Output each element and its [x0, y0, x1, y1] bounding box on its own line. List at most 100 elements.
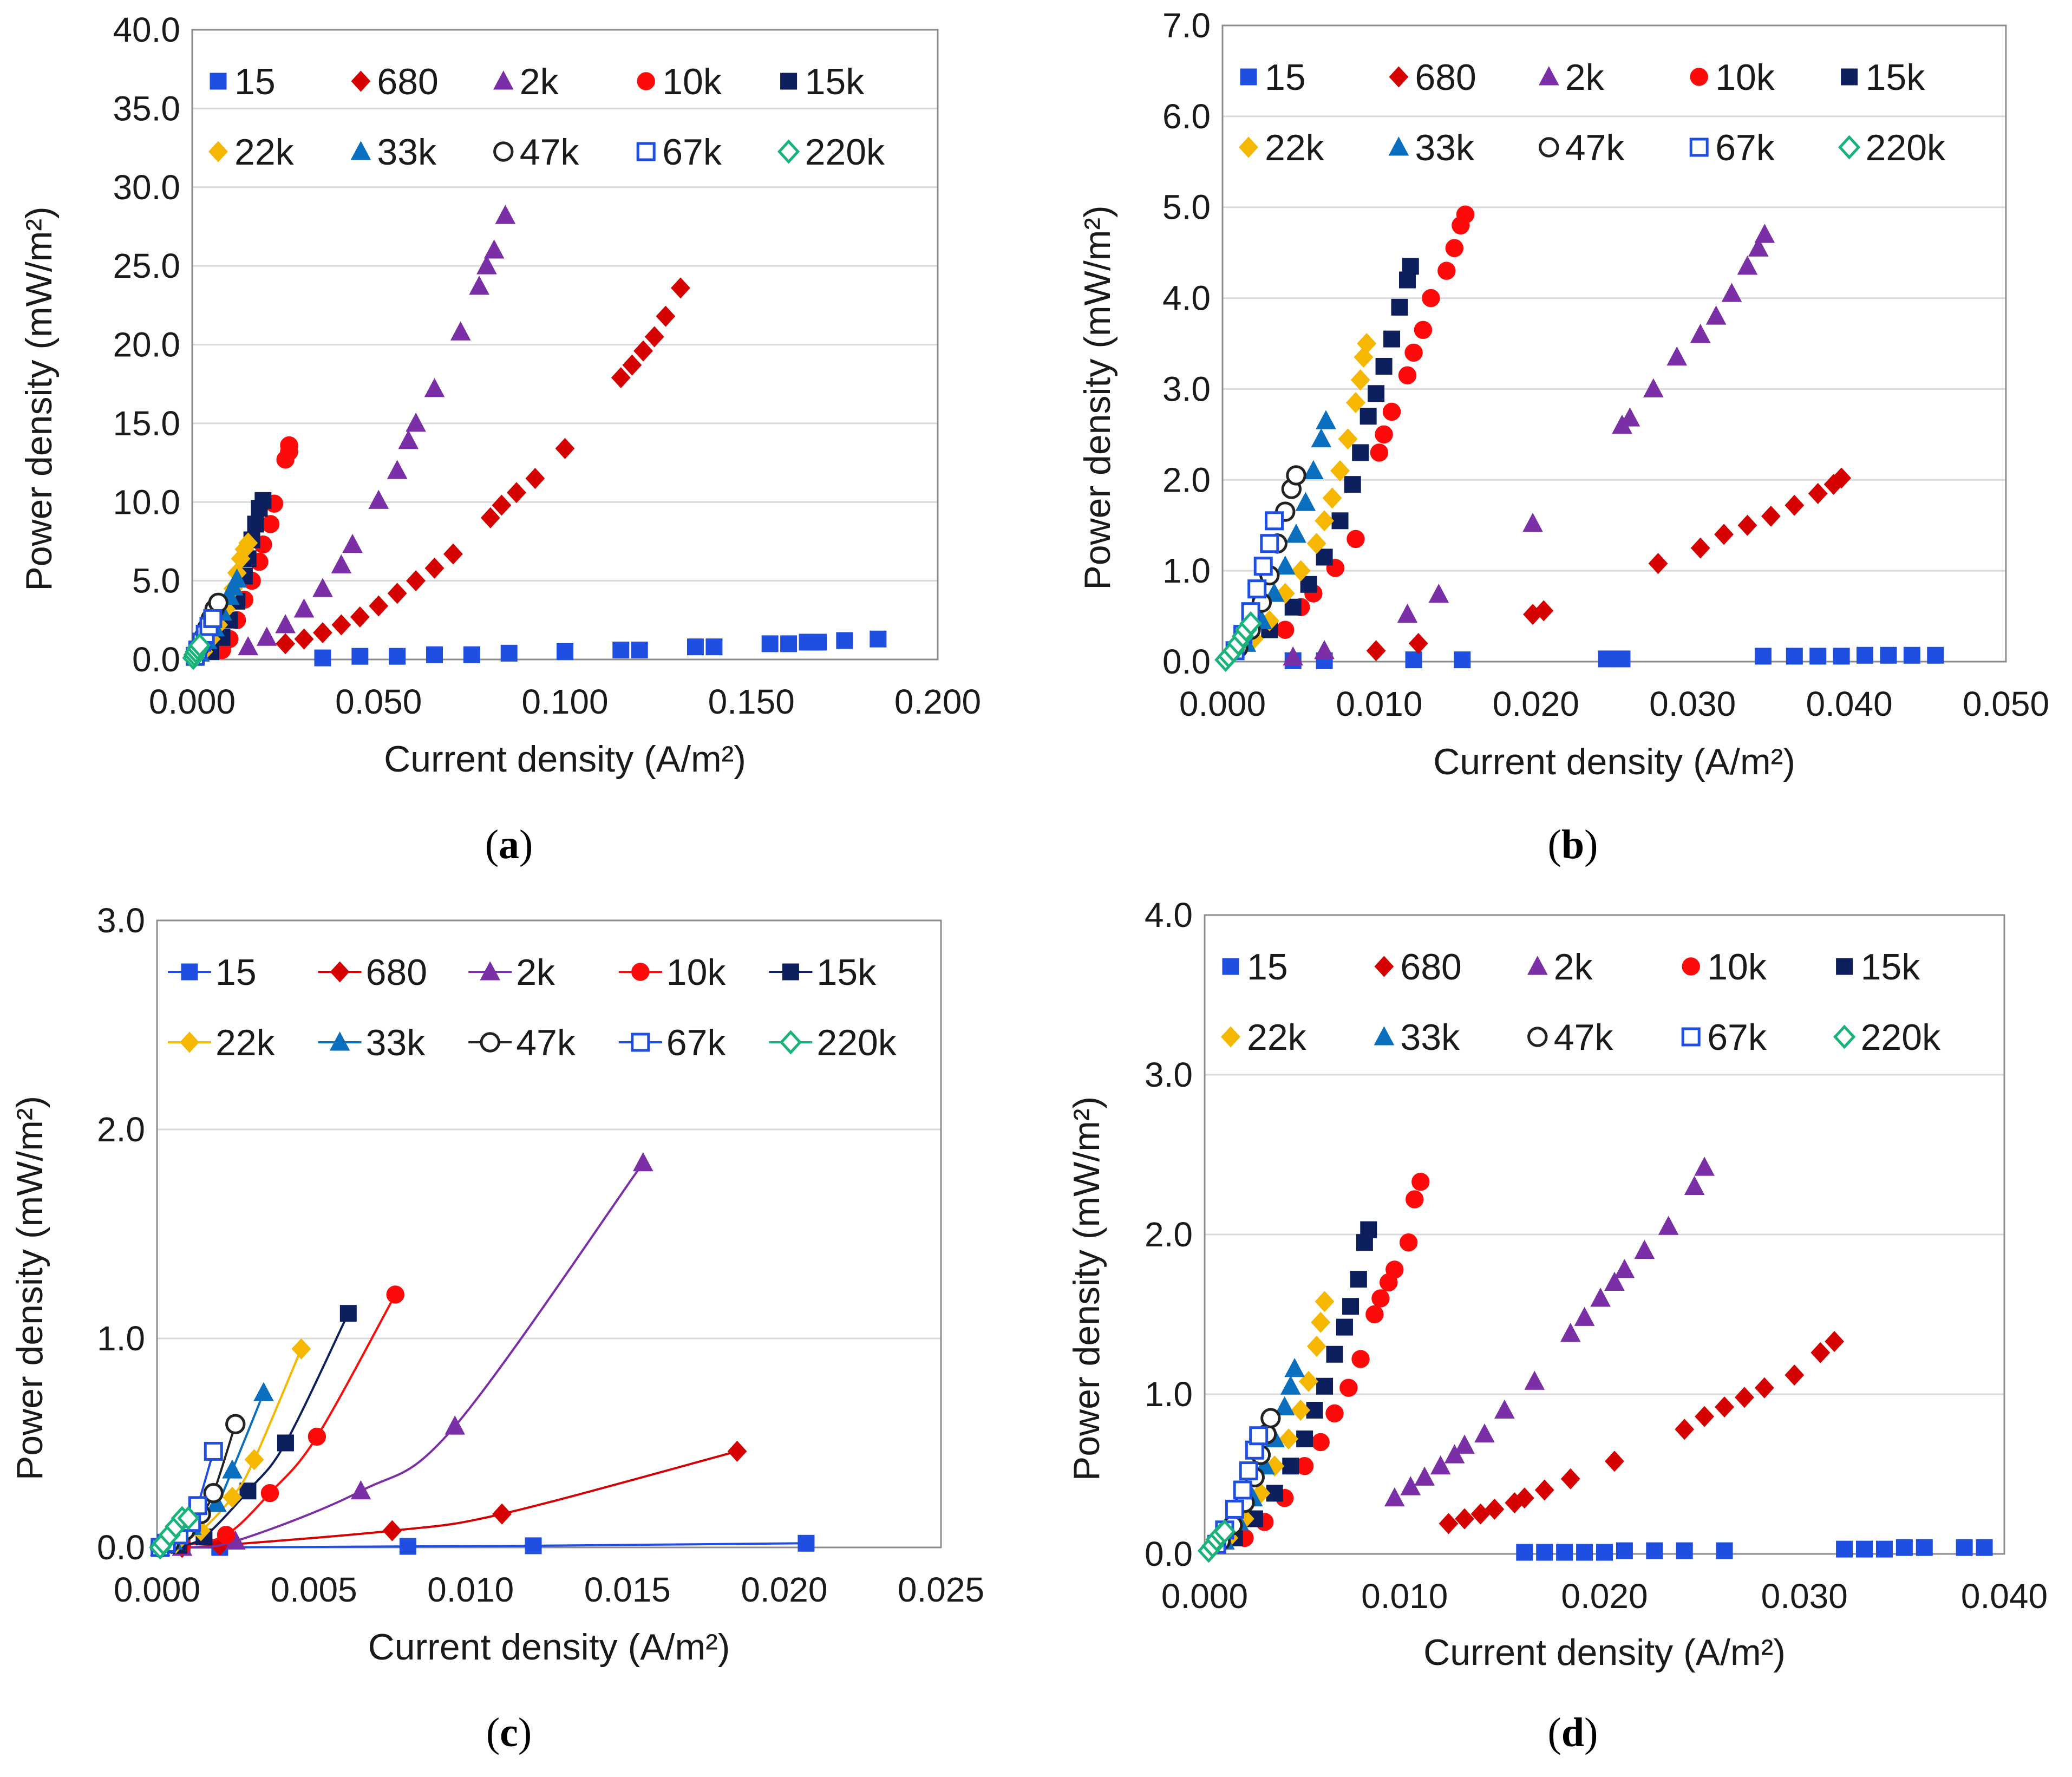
- legend-label: 67k: [666, 1022, 727, 1063]
- data-point: [1306, 533, 1326, 554]
- data-point: [780, 635, 798, 652]
- data-point: [291, 1338, 311, 1360]
- legend-label: 680: [1415, 57, 1476, 98]
- x-tick-label: 0.020: [1493, 684, 1579, 723]
- data-point: [1316, 410, 1336, 429]
- data-point: [1382, 402, 1401, 421]
- data-point: [1737, 256, 1758, 275]
- legend-marker: [480, 1032, 500, 1053]
- data-point: [1754, 1377, 1774, 1399]
- data-point: [331, 554, 352, 574]
- data-point: [1809, 648, 1827, 665]
- y-tick-label: 7.0: [1162, 6, 1211, 45]
- legend: 15 680 2k 10k 15k 22k 33k 47k 67k 220k: [1221, 946, 1941, 1058]
- data-point: [656, 305, 676, 327]
- data-point: [406, 413, 426, 432]
- legend-marker: [1239, 136, 1258, 158]
- series-line: [160, 1162, 644, 1549]
- data-point: [469, 276, 489, 295]
- legend-item-67k: 67k: [1689, 127, 1775, 168]
- legend-marker: [777, 139, 800, 164]
- data-point: [1494, 1399, 1515, 1419]
- data-point: [1684, 1175, 1705, 1195]
- y-tick-label: 3.0: [1162, 369, 1211, 408]
- data-point: [1613, 650, 1631, 668]
- data-point: [1560, 1468, 1580, 1489]
- data-point: [188, 1496, 207, 1515]
- data-point: [1282, 1458, 1299, 1475]
- legend-marker: [1374, 1026, 1395, 1046]
- legend-item-680: 680: [351, 61, 439, 102]
- y-tick-label: 10.0: [113, 482, 180, 521]
- data-point: [399, 1538, 416, 1555]
- data-point: [1375, 425, 1393, 444]
- y-tick-label: 2.0: [1162, 460, 1211, 499]
- data-point: [1408, 632, 1428, 654]
- legend-item-15k: 15k: [769, 952, 877, 993]
- caption-close-paren: ): [1584, 1710, 1598, 1755]
- data-point: [226, 568, 247, 588]
- data-point: [1576, 1544, 1593, 1561]
- data-point: [1422, 289, 1440, 308]
- series-15: [1284, 646, 1944, 669]
- y-tick-label: 1.0: [1162, 551, 1211, 590]
- data-point: [1604, 1271, 1625, 1291]
- legend-marker: [351, 70, 371, 92]
- legend-label: 47k: [520, 132, 580, 173]
- data-point: [1721, 283, 1742, 302]
- data-point: [1404, 343, 1423, 362]
- legend-label: 220k: [816, 1022, 897, 1063]
- data-point: [222, 1459, 243, 1479]
- data-point: [1428, 583, 1449, 603]
- data-point: [1247, 579, 1267, 599]
- y-tick-label: 1.0: [97, 1319, 145, 1358]
- data-point: [253, 1382, 274, 1401]
- x-axis-label: Current density (A/m²): [368, 1626, 730, 1668]
- y-tick-label: 0.0: [1145, 1534, 1193, 1573]
- legend-marker: [1527, 1027, 1548, 1047]
- data-point: [445, 1415, 466, 1435]
- data-point: [1368, 385, 1385, 402]
- series-10k: [1236, 1172, 1430, 1547]
- legend-marker: [1389, 66, 1409, 88]
- legend-item-680: 680: [1389, 57, 1476, 98]
- data-point: [1330, 460, 1350, 481]
- data-point: [495, 205, 516, 224]
- data-point: [1366, 640, 1386, 662]
- legend-label: 220k: [805, 132, 885, 173]
- data-point: [204, 1441, 223, 1461]
- data-point: [1260, 1408, 1281, 1428]
- data-point: [1414, 1466, 1435, 1486]
- x-tick-label: 0.030: [1649, 684, 1736, 723]
- data-point: [1616, 1542, 1633, 1559]
- legend-item-22k: 22k: [1221, 1017, 1307, 1058]
- data-point: [1351, 1350, 1370, 1368]
- legend-item-15: 15: [1222, 946, 1288, 988]
- data-point: [331, 614, 351, 636]
- legend-marker: [180, 1031, 199, 1053]
- data-point: [1274, 555, 1296, 575]
- data-point: [1326, 1345, 1343, 1363]
- data-point: [1284, 598, 1302, 616]
- data-point: [1956, 1539, 1973, 1556]
- data-point: [1325, 1404, 1344, 1423]
- data-point: [387, 583, 407, 604]
- data-point: [1274, 1396, 1295, 1416]
- data-point: [1347, 530, 1365, 548]
- data-point: [1275, 583, 1295, 604]
- legend-label: 10k: [662, 61, 722, 102]
- legend-marker: [493, 70, 514, 90]
- legend-marker: [1538, 66, 1559, 86]
- legend-marker: [1841, 68, 1858, 86]
- legend-label: 2k: [516, 952, 555, 993]
- legend-marker: [631, 1033, 650, 1052]
- data-point: [1619, 407, 1640, 427]
- legend-marker: [1388, 136, 1409, 156]
- data-point: [239, 1482, 257, 1500]
- legend-marker: [1689, 138, 1709, 157]
- data-point: [622, 354, 642, 376]
- data-point: [1360, 1221, 1377, 1238]
- legend-label: 22k: [1247, 1017, 1307, 1058]
- legend-label: 33k: [366, 1022, 426, 1063]
